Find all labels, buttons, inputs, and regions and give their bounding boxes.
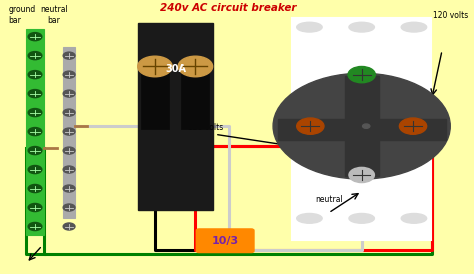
- Bar: [182, 69, 210, 129]
- Bar: [137, 23, 213, 210]
- Circle shape: [28, 70, 42, 79]
- Circle shape: [28, 165, 42, 174]
- Bar: [292, 18, 431, 240]
- Ellipse shape: [401, 213, 427, 223]
- Circle shape: [28, 184, 42, 193]
- Ellipse shape: [297, 22, 322, 32]
- FancyBboxPatch shape: [196, 229, 254, 253]
- Circle shape: [28, 222, 42, 231]
- Bar: [345, 76, 379, 176]
- Circle shape: [178, 56, 213, 77]
- Text: 120 volts: 120 volts: [433, 11, 468, 20]
- Circle shape: [63, 90, 75, 97]
- Circle shape: [63, 52, 75, 59]
- Circle shape: [273, 73, 450, 179]
- Text: 240v AC circuit breaker: 240v AC circuit breaker: [160, 3, 297, 13]
- Text: 120 volts: 120 volts: [188, 124, 223, 132]
- Circle shape: [400, 118, 427, 134]
- Circle shape: [137, 56, 172, 77]
- Circle shape: [63, 147, 75, 154]
- Ellipse shape: [401, 22, 427, 32]
- Circle shape: [63, 204, 75, 211]
- Ellipse shape: [349, 213, 374, 223]
- Circle shape: [63, 71, 75, 78]
- Text: 30A: 30A: [165, 64, 186, 74]
- Circle shape: [348, 67, 375, 83]
- Ellipse shape: [297, 213, 322, 223]
- Circle shape: [363, 124, 370, 128]
- Circle shape: [63, 223, 75, 230]
- Circle shape: [63, 185, 75, 192]
- Circle shape: [297, 118, 324, 134]
- Text: neutral
bar: neutral bar: [40, 5, 67, 25]
- Circle shape: [28, 204, 42, 212]
- Ellipse shape: [349, 22, 374, 32]
- Circle shape: [28, 52, 42, 60]
- Circle shape: [28, 33, 42, 41]
- Circle shape: [63, 109, 75, 116]
- Circle shape: [63, 128, 75, 135]
- Bar: [27, 28, 44, 235]
- Circle shape: [28, 109, 42, 117]
- Circle shape: [28, 127, 42, 136]
- Bar: [277, 119, 446, 140]
- Circle shape: [28, 90, 42, 98]
- Text: ground
bar: ground bar: [8, 5, 36, 25]
- Circle shape: [28, 147, 42, 155]
- Circle shape: [349, 167, 374, 182]
- Bar: [141, 69, 170, 129]
- Text: 10/3: 10/3: [211, 236, 239, 246]
- Text: neutral: neutral: [315, 195, 343, 204]
- Bar: [63, 47, 75, 218]
- Circle shape: [63, 166, 75, 173]
